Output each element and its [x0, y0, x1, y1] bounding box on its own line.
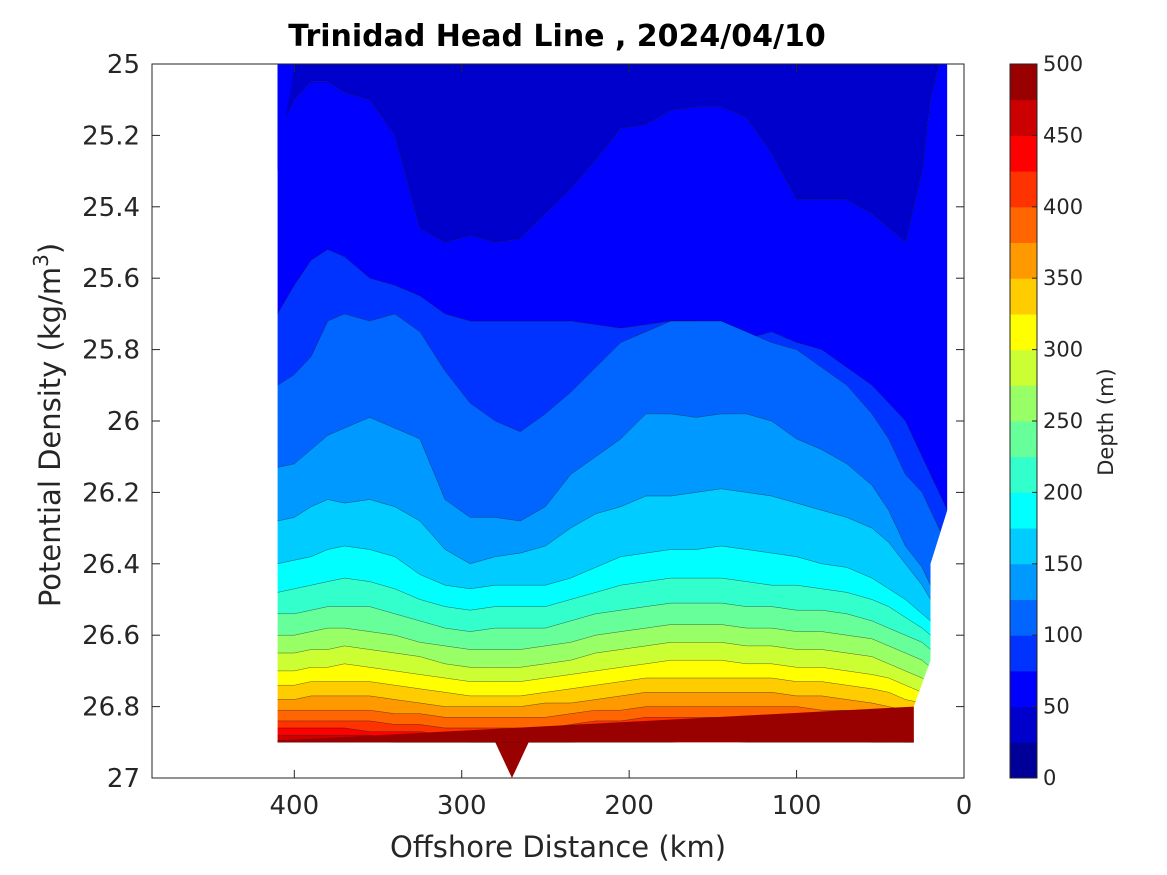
contour-line — [277, 602, 948, 664]
chart-title: Trinidad Head Line , 2024/04/10 — [288, 19, 825, 54]
contour-line — [277, 413, 948, 600]
y-tick-label: 26.6 — [82, 621, 140, 651]
contour-line — [277, 313, 948, 547]
colorbar-band — [1010, 313, 1037, 351]
contour-band — [277, 64, 948, 243]
contour-fills — [277, 63, 964, 778]
contour-band-bottom-edge — [277, 706, 914, 743]
colorbar-band — [1010, 456, 1037, 493]
colorbar-band — [1010, 670, 1037, 708]
contour-band — [277, 642, 948, 703]
colorbar-tick-label: 100 — [1043, 623, 1083, 647]
contour-line — [277, 545, 948, 636]
contour-band — [277, 624, 948, 693]
colorbar-band — [1010, 742, 1037, 779]
y-axis-label-close: ) — [33, 243, 67, 254]
colorbar-tick-label: 500 — [1043, 52, 1083, 76]
colorbar-band — [1010, 171, 1037, 208]
y-axis-label-group: Potential Density (kg/m3) — [29, 243, 67, 607]
contour-band — [277, 488, 948, 636]
x-tick-label: 400 — [269, 791, 319, 821]
deepest-wedge — [495, 742, 529, 778]
nearshore-blank — [913, 64, 964, 761]
colorbar-band — [1010, 206, 1037, 243]
contour-line — [277, 677, 948, 714]
contour-line — [277, 249, 948, 511]
colorbar-band — [1010, 492, 1037, 529]
x-ticks: 400 300 200 100 0 — [269, 64, 972, 821]
y-tick-label: 26.4 — [82, 550, 140, 580]
colorbar-band — [1010, 635, 1037, 672]
colorbar-band — [1010, 706, 1037, 743]
colorbar-band — [1010, 385, 1037, 422]
y-tick-label: 25 — [107, 50, 140, 80]
colorbar-tick-label: 50 — [1043, 695, 1070, 719]
y-tick-label: 27 — [107, 764, 140, 794]
colorbar-tick-label: 0 — [1043, 766, 1056, 790]
contour-line — [277, 577, 948, 650]
contour-band — [277, 546, 948, 650]
colorbar-label-group: Depth (m) — [1094, 368, 1118, 475]
colorbar-tick-label: 200 — [1043, 480, 1083, 504]
colorbar-tick-label: 350 — [1043, 266, 1083, 290]
colorbar-band — [1010, 99, 1037, 136]
colorbar-tick-label: 250 — [1043, 409, 1083, 433]
contour-band — [277, 660, 948, 714]
colorbar-band — [1010, 599, 1037, 636]
x-tick-label: 100 — [772, 791, 822, 821]
y-tick-label: 25.2 — [82, 121, 140, 151]
y-axis-label: Potential Density (kg/m3) — [29, 243, 67, 607]
colorbar-band — [1010, 349, 1037, 386]
colorbar: 0 50 100 150 200 250 300 350 400 450 500 — [1009, 52, 1083, 790]
contour-band — [277, 603, 948, 678]
contour-line — [277, 659, 948, 704]
colorbar-band — [1010, 278, 1037, 315]
contour-band — [277, 678, 948, 725]
contour-line — [277, 488, 948, 611]
colorbar-band — [1010, 135, 1037, 172]
colorbar-tick-label: 150 — [1043, 552, 1083, 576]
y-tick-label: 25.6 — [82, 264, 140, 294]
x-tick-label: 300 — [437, 791, 487, 821]
colorbar-band — [1010, 64, 1037, 101]
colorbar-band — [1010, 242, 1037, 279]
x-tick-label: 0 — [956, 791, 973, 821]
y-axis-label-main: Potential Density (kg/m — [33, 267, 67, 607]
colorbar-tick-label: 400 — [1043, 195, 1083, 219]
y-ticks: 25 25.2 25.4 25.6 25.8 26 26.2 26.4 26.6 26.8 27 — [82, 50, 964, 794]
x-tick-label: 200 — [604, 791, 654, 821]
y-tick-label: 26.8 — [82, 693, 140, 723]
contour-band — [277, 413, 948, 611]
x-axis-label: Offshore Distance (km) — [390, 830, 726, 864]
contour-band-top-left — [277, 64, 295, 172]
contour-band — [277, 249, 948, 546]
colorbar-tick-label: 450 — [1043, 123, 1083, 147]
colorbar-band — [1010, 528, 1037, 565]
contour-line — [277, 63, 948, 243]
colorbar-band — [1010, 563, 1037, 600]
contour-line — [277, 642, 948, 693]
y-tick-label: 26 — [107, 407, 140, 437]
contour-band — [277, 64, 948, 511]
contour-band — [277, 692, 948, 732]
y-axis-label-superscript: 3 — [29, 254, 53, 267]
contour-band — [277, 578, 948, 664]
contour-line — [277, 692, 948, 725]
plot-area: 400 300 200 100 0 25 25.2 25.4 25.6 25.8 26 26.2 26… — [82, 50, 972, 821]
y-tick-label: 26.2 — [82, 478, 140, 508]
y-tick-label: 25.8 — [82, 336, 140, 366]
colorbar-label: Depth (m) — [1094, 368, 1118, 475]
contour-band — [277, 313, 948, 600]
contour-line — [277, 624, 948, 679]
colorbar-band — [1010, 421, 1037, 458]
y-tick-label: 25.4 — [82, 193, 140, 223]
colorbar-tick-label: 300 — [1043, 338, 1083, 362]
